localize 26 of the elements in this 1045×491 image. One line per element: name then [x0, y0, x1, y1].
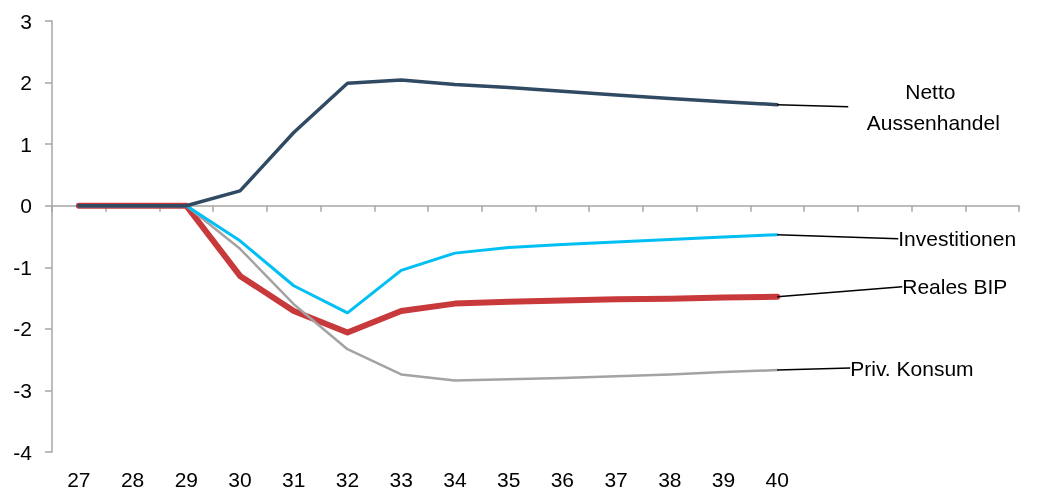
y-tick-label: -3 [13, 378, 32, 402]
y-tick-label: -1 [13, 255, 32, 279]
y-tick-label: -2 [13, 317, 32, 341]
x-tick-label: 27 [67, 468, 91, 491]
text: Reales BIP [902, 275, 1008, 299]
x-tick-label: 38 [658, 468, 682, 491]
x-tick-label: 39 [711, 468, 736, 491]
x-tick-label: 29 [174, 468, 198, 491]
text: Netto Aussenhandel [866, 79, 1000, 134]
x-tick-label: 28 [120, 468, 145, 491]
x-tick-label: 31 [282, 468, 306, 491]
x-tick-label: 34 [443, 468, 467, 491]
y-tick-label: 3 [20, 9, 32, 33]
y-tick-label: -4 [13, 440, 33, 464]
x-tick-label: 40 [765, 468, 789, 491]
text: Investitionen [898, 227, 1017, 251]
x-tick-label: 33 [389, 468, 413, 491]
y-tick-label: 1 [20, 132, 32, 156]
x-tick-label: 35 [496, 468, 521, 491]
x-tick-label: 32 [335, 468, 360, 491]
x-tick-label: 30 [228, 468, 252, 491]
text: Priv. Konsum [850, 356, 974, 380]
x-tick-label: 37 [604, 468, 628, 491]
x-tick-label: 36 [550, 468, 575, 491]
y-tick-label: 2 [20, 71, 32, 95]
y-tick-label: 0 [20, 194, 32, 218]
